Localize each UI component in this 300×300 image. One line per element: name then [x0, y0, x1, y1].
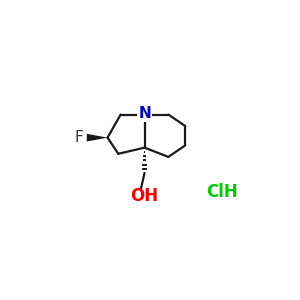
Polygon shape: [87, 134, 108, 142]
Text: F: F: [75, 130, 83, 145]
Text: ClH: ClH: [206, 182, 237, 200]
Text: OH: OH: [130, 187, 159, 205]
Text: N: N: [138, 106, 151, 121]
